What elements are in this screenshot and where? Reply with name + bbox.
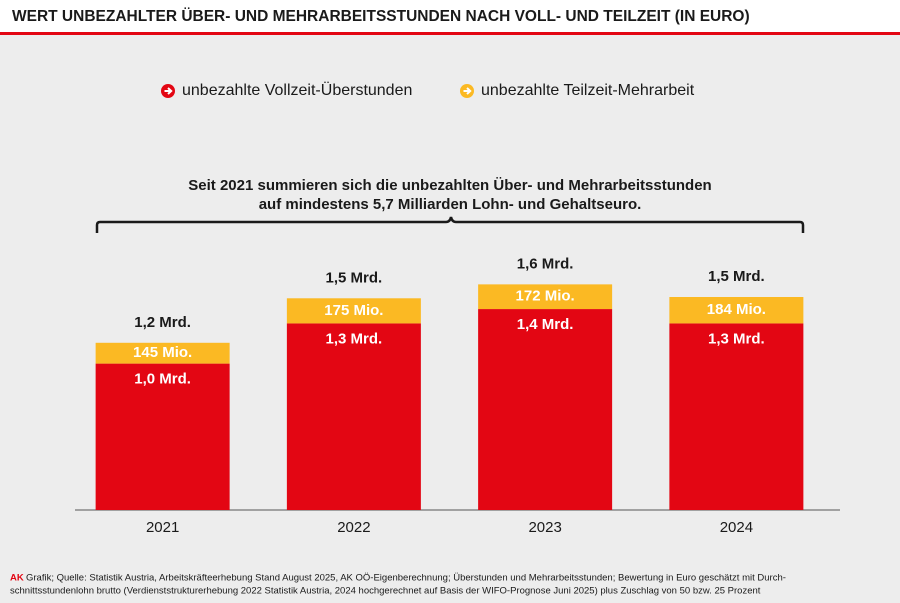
source-prefix: AK: [10, 573, 24, 584]
x-tick-label: 2022: [337, 519, 370, 536]
x-tick-label: 2021: [146, 519, 179, 536]
data-label: 172 Mio.: [516, 288, 575, 305]
data-label: 184 Mio.: [707, 301, 766, 318]
total-label: 1,5 Mrd.: [708, 268, 765, 285]
bar-segment: [286, 323, 421, 510]
annotation: auf mindestens 5,7 Milliarden Lohn- und …: [259, 196, 642, 213]
source: schnittsstundenlohn brutto (Verdienststr…: [10, 586, 761, 597]
legend-arrow: [463, 87, 472, 95]
bar-segment: [95, 363, 230, 510]
source: Grafik; Quelle: Statistik Austria, Arbei…: [26, 573, 786, 584]
x-tick-label: 2023: [528, 519, 561, 536]
legend-label: unbezahlte Teilzeit-Mehrarbeit: [481, 82, 695, 99]
header-rule: [0, 32, 900, 35]
bar-segment: [669, 323, 804, 510]
total-label: 1,2 Mrd.: [134, 314, 191, 331]
annotation: Seit 2021 summieren sich die unbezahlten…: [188, 177, 711, 194]
total-label: 1,5 Mrd.: [326, 269, 383, 286]
bar-segment: [669, 297, 804, 324]
data-label: 1,3 Mrd.: [708, 330, 765, 347]
x-tick-label: 2024: [720, 519, 753, 536]
legend-arrow: [164, 87, 173, 95]
bar-segment: [286, 298, 421, 324]
total-label: 1,6 Mrd.: [517, 255, 574, 272]
header-band: [0, 0, 900, 32]
data-label: 1,3 Mrd.: [326, 330, 383, 347]
data-label: 1,0 Mrd.: [134, 371, 191, 388]
brace: [95, 216, 805, 233]
bar-segment: [95, 342, 230, 364]
bar-segment: [478, 309, 613, 510]
chart-title: WERT UNBEZAHLTER ÜBER- UND MEHRARBEITSST…: [12, 8, 750, 25]
data-label: 1,4 Mrd.: [517, 316, 574, 333]
data-label: 175 Mio.: [324, 302, 383, 319]
legend-label: unbezahlte Vollzeit-Überstunden: [182, 81, 412, 99]
data-label: 145 Mio.: [133, 344, 192, 361]
bar-segment: [478, 284, 613, 310]
